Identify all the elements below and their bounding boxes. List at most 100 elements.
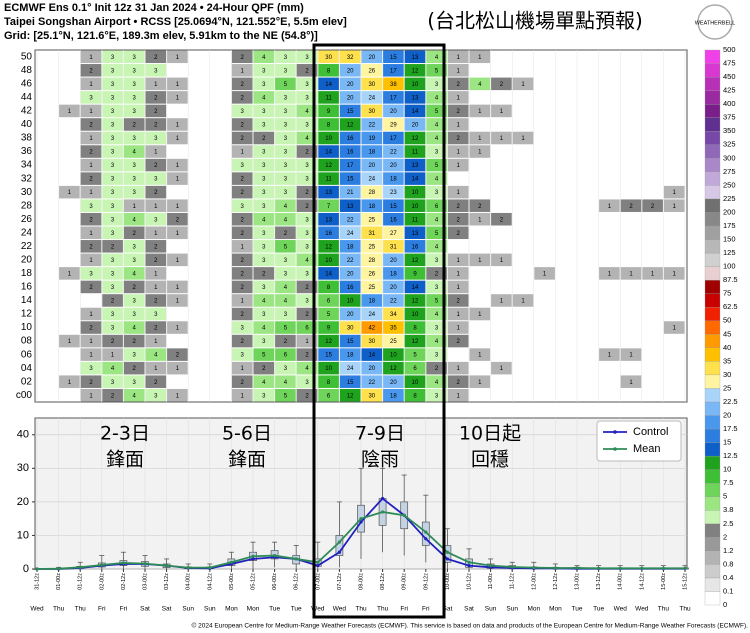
cell-label: 22 [368,123,375,129]
heat-cell [145,50,167,64]
series-point [294,557,298,561]
heat-cell [253,77,275,91]
cell-label: 22 [347,258,354,264]
cell-label: 2 [305,190,309,196]
heat-cell [123,185,145,199]
heat-cell [404,131,426,145]
heat-cell [102,388,123,402]
row-label: 40 [21,119,33,130]
heat-cell [253,334,275,348]
cell-label: 14 [412,285,419,291]
cell-label: 2 [457,82,461,88]
heat-cell [361,131,383,145]
heat-cell [253,307,275,321]
heat-cell [426,226,447,240]
heat-cell [253,375,275,388]
cell-label: 18 [390,177,397,183]
y-tick-label: 10 [17,529,29,541]
cell-label: 24 [347,231,354,237]
cell-label: 3 [133,177,137,183]
heat-cell [275,212,296,226]
heat-cell [339,253,361,267]
heat-cell [383,145,404,158]
heat-cell [318,321,339,334]
cell-label: 4 [435,244,439,250]
heat-cell [361,185,383,199]
cell-label: 1 [457,271,461,277]
cell-label: 13 [412,231,419,237]
cell-label: 1 [241,244,245,250]
cell-label: 11 [412,217,419,223]
cell-label: 3 [154,312,158,318]
colorbar-swatch [704,158,721,172]
colorbar-swatch [704,388,721,403]
cell-label: 3 [305,217,309,223]
colorbar-label: 87.5 [723,275,738,284]
heat-cell [253,91,275,104]
heat-cell [102,361,123,375]
cell-label: 4 [435,380,439,386]
colorbar-swatch [704,293,721,308]
heat-cell [123,226,145,240]
cell-label: 3 [133,312,137,318]
heat-cell [80,131,102,145]
colorbar-swatch [704,171,721,186]
cell-label: 14 [368,353,375,359]
series-point [381,496,385,501]
cell-label: 3 [89,204,93,210]
heat-cell [361,334,383,348]
heat-cell [145,348,167,361]
cell-label: 1 [176,285,180,291]
heat-cell [253,50,275,64]
heat-cell [296,91,318,104]
colorbar-swatch [704,185,721,200]
colorbar-label: 50 [723,316,731,325]
heat-cell [361,104,383,118]
cell-label: 2 [111,339,115,345]
cell-label: 1 [176,204,180,210]
cell-label: 1 [457,393,461,399]
heat-cell [80,375,102,388]
cell-label: 3 [262,393,266,399]
heat-cell [426,131,447,145]
cell-label: 30 [368,339,375,345]
heat-cell [404,185,426,199]
colorbar-label: 35 [723,356,731,365]
cell-label: 38 [390,82,397,88]
cell-label: 8 [327,285,331,291]
heat-cell [253,185,275,199]
cell-label: 15 [347,177,354,183]
heat-cell [318,91,339,104]
cell-label: 8 [413,393,417,399]
x-tick-label: 12-00z [531,573,537,590]
cell-label: 3 [284,366,288,372]
colorbar-label: 0.1 [723,586,733,595]
heat-cell [145,253,167,267]
heat-cell [447,185,469,199]
x-tick-label: 01-00z [56,573,62,590]
colorbar-label: 10 [723,465,731,474]
heat-cell [383,388,404,402]
day-label: Thu [658,606,670,613]
cell-label: 1 [521,299,525,305]
cell-label: 4 [305,366,309,372]
heat-cell [383,307,404,321]
heat-cell [145,280,167,294]
cell-label: 20 [390,258,397,264]
colorbar-swatch [704,225,721,240]
day-label: Mon [225,606,238,613]
heat-cell [404,50,426,64]
heat-cell [80,388,102,402]
cell-label: 3 [111,163,115,169]
heat-cell [275,199,296,212]
cell-label: 3 [111,258,115,264]
heat-cell [102,158,123,172]
heat-cell [80,321,102,334]
heat-cell [123,145,145,158]
heat-cell [404,226,426,240]
series-point [424,537,428,541]
x-tick-label: 11-00z [488,573,494,590]
cell-label: 1 [154,231,158,237]
cell-label: 3 [133,353,137,359]
heat-cell [123,348,145,361]
